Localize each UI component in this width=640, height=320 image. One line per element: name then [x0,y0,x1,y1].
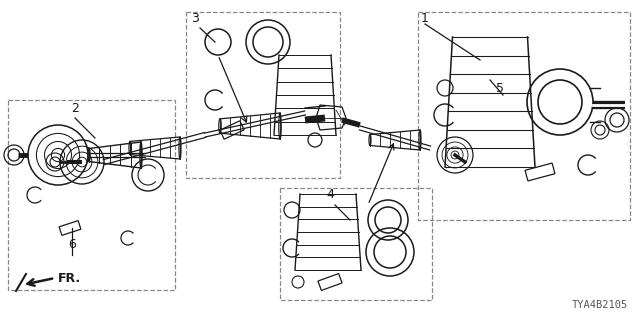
Text: FR.: FR. [58,271,81,284]
Bar [525,163,555,181]
Text: 2: 2 [71,101,79,115]
Text: 6: 6 [68,238,76,252]
Text: 5: 5 [496,82,504,94]
Bar [318,274,342,291]
Bar [220,121,244,139]
Text: 1: 1 [421,12,429,25]
Bar [59,220,81,236]
Text: 3: 3 [191,12,199,25]
Text: TYA4B2105: TYA4B2105 [572,300,628,310]
Text: 4: 4 [326,188,334,202]
